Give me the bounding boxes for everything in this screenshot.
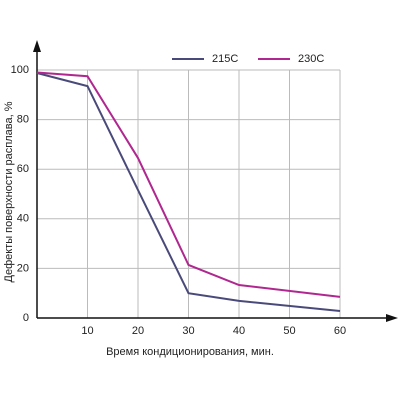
y-tick-label: 80	[17, 114, 29, 126]
y-tick-label: 40	[17, 213, 29, 225]
x-tick-label: 20	[132, 325, 144, 337]
y-tick-label: 100	[11, 64, 29, 76]
y-tick-label: 0	[23, 312, 29, 324]
legend-label: 230C	[298, 53, 324, 65]
x-tick-label: 40	[233, 325, 245, 337]
x-axis-label: Время кондиционирования, мин.	[106, 346, 274, 358]
y-tick-label: 20	[17, 262, 29, 274]
y-axis-label: Дефекты поверхности расплава, %	[3, 101, 15, 282]
x-axis-arrow	[386, 314, 398, 322]
x-tick-label: 30	[182, 325, 194, 337]
y-axis-arrow	[33, 40, 41, 52]
x-tick-label: 50	[283, 325, 295, 337]
y-tick-label: 60	[17, 163, 29, 175]
legend-label: 215C	[212, 53, 238, 65]
series-line	[36, 72, 341, 313]
x-tick-label: 60	[334, 325, 346, 337]
series-line	[36, 71, 341, 298]
x-tick-label: 10	[81, 325, 93, 337]
